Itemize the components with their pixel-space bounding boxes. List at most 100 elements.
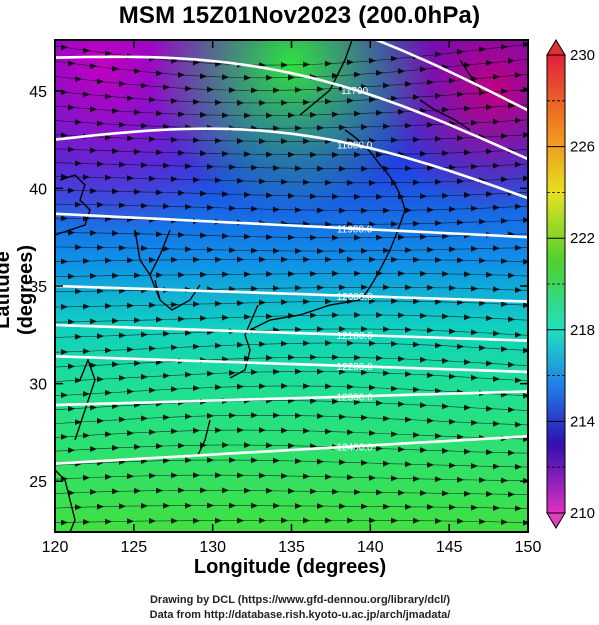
wind-arrow: [310, 151, 317, 158]
wind-arrow: [317, 413, 324, 420]
wind-arrow: [332, 193, 339, 200]
wind-arrow: [244, 74, 251, 81]
wind-arrow: [361, 369, 368, 376]
wind-arrow: [376, 355, 383, 362]
wind-arrow: [435, 178, 442, 185]
wind-arrow: [376, 69, 383, 76]
wind-arrow: [97, 288, 104, 295]
wind-arrow: [259, 517, 266, 524]
wind-arrow: [354, 489, 361, 496]
wind-arrow: [193, 256, 200, 263]
wind-arrow: [501, 258, 508, 265]
wind-arrow: [222, 233, 229, 240]
wind-arrow: [134, 109, 141, 116]
wind-arrow: [83, 390, 90, 397]
y-tick-label: 30: [29, 377, 47, 394]
wind-arrow: [163, 203, 170, 210]
wind-arrow: [112, 361, 119, 368]
wind-arrow: [493, 504, 500, 511]
wind-arrow: [200, 150, 207, 157]
wind-arrow: [398, 446, 405, 453]
wind-arrow: [178, 231, 185, 238]
wind-arrow: [523, 347, 528, 354]
y-tick-label: 35: [29, 279, 47, 296]
wind-arrow: [266, 112, 273, 119]
wind-arrow: [259, 99, 266, 106]
wind-arrow: [200, 315, 207, 322]
wind-arrow: [369, 57, 376, 64]
wind-arrow: [237, 427, 244, 434]
wind-arrow: [435, 476, 442, 483]
map-field: 11600 11700 11800.0 11900.0 12000.0 12100.0 12…: [55, 40, 528, 532]
wind-arrow: [361, 325, 368, 332]
wind-arrow: [185, 203, 192, 210]
wind-arrow: [178, 271, 185, 278]
wind-arrow: [97, 78, 104, 85]
wind-arrow: [486, 360, 493, 367]
wind-arrow: [229, 205, 236, 212]
x-axis-label: Longitude (degrees): [193, 556, 387, 578]
wind-arrow: [215, 384, 222, 391]
wind-arrow: [178, 71, 185, 78]
height-contour: [55, 323, 528, 343]
wind-arrow: [185, 502, 192, 509]
wind-arrow: [361, 459, 368, 466]
wind-arrow: [413, 432, 420, 439]
wind-arrow: [281, 62, 288, 69]
wind-arrow: [442, 192, 449, 199]
wind-arrow: [383, 415, 390, 422]
wind-arrow: [90, 63, 97, 70]
wind-arrow: [303, 473, 310, 480]
wind-arrow: [383, 123, 390, 130]
wind-arrow: [68, 363, 75, 370]
wind-arrow: [391, 221, 398, 228]
wind-arrow: [119, 332, 126, 339]
wind-arrow: [501, 519, 508, 526]
wind-arrow: [156, 149, 163, 156]
wind-arrow: [442, 490, 449, 497]
wind-arrow: [471, 419, 478, 426]
wind-arrow: [68, 447, 75, 454]
wind-arrow: [178, 315, 185, 322]
wind-arrow: [435, 432, 442, 439]
wind-arrow: [295, 502, 302, 509]
wind-arrow: [493, 204, 500, 211]
wind-arrow: [237, 138, 244, 145]
wind-arrow: [90, 362, 97, 369]
wind-arrow: [501, 477, 508, 484]
wind-arrow: [281, 256, 288, 263]
wind-arrow: [222, 314, 229, 321]
wind-arrow: [281, 517, 288, 524]
wind-arrow: [354, 151, 361, 158]
wind-arrow: [127, 257, 134, 264]
wind-arrow: [215, 427, 222, 434]
wind-arrow: [229, 502, 236, 509]
wind-arrow: [105, 303, 112, 310]
wind-arrow: [200, 73, 207, 80]
contour-label: 12000.0: [336, 292, 373, 303]
wind-arrow: [523, 519, 528, 526]
height-contours: 11600 11700 11800.0 11900.0 12000.0 12100.0 12…: [55, 40, 528, 466]
wind-arrow: [68, 60, 75, 67]
wind-arrow: [134, 188, 141, 195]
wind-arrow: [215, 342, 222, 349]
wind-arrow: [464, 404, 471, 411]
x-ticks: 120 125 130 135 140 145 150: [42, 40, 541, 556]
wind-arrow: [471, 462, 478, 469]
wind-arrow: [317, 458, 324, 465]
wind-arrow: [171, 472, 178, 479]
wind-arrow: [193, 385, 200, 392]
wind-arrow: [442, 447, 449, 454]
wind-arrow: [369, 256, 376, 263]
wind-arrow: [68, 187, 75, 194]
wind-arrow: [251, 285, 258, 292]
wind-arrow: [127, 175, 134, 182]
wind-arrow: [398, 489, 405, 496]
height-contour: [55, 354, 528, 374]
contour-label: 12400.0: [336, 442, 373, 453]
y-tick-label: 40: [29, 181, 47, 198]
wind-arrow: [383, 247, 390, 254]
wind-arrow: [163, 372, 170, 379]
wind-arrow: [178, 111, 185, 118]
wind-arrow: [251, 369, 258, 376]
